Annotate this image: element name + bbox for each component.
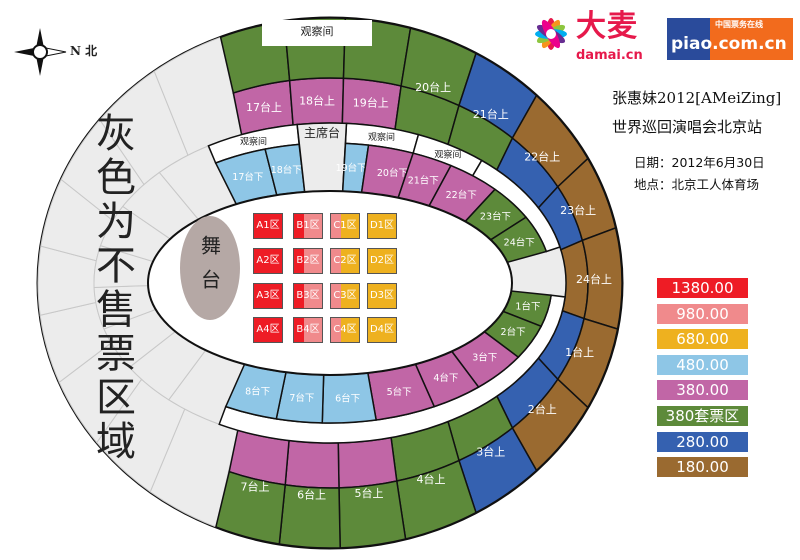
observation-room-label: 观察间 (434, 148, 461, 160)
section-label: 1台上 (565, 345, 594, 359)
section-label: 22台下 (446, 189, 477, 201)
section-label: 23台下 (480, 211, 511, 223)
section-5台上-inner[interactable] (337, 436, 398, 489)
observation-room-label: 观察间 (240, 136, 267, 148)
compass-icon (14, 28, 67, 76)
section-6台上-inner[interactable] (284, 439, 340, 489)
price-legend-item: 1380.00 (657, 278, 748, 298)
event-title-line2: 世界巡回演唱会北京站 (612, 118, 763, 136)
price-legend-item: 680.00 (657, 329, 748, 350)
floor-block-B4区[interactable]: B4区 (293, 317, 323, 343)
section-label: 5台下 (387, 386, 412, 398)
floor-block-B2区[interactable]: B2区 (293, 248, 323, 274)
price-legend-item: 380套票区 (657, 405, 748, 426)
floor-block-A3区[interactable]: A3区 (253, 283, 283, 309)
floor-block-B1区[interactable]: B1区 (293, 213, 323, 239)
section-label: 21台上 (473, 107, 509, 121)
floor-block-C2区[interactable]: C2区 (330, 248, 360, 274)
price-legend-item: 980.00 (657, 303, 748, 324)
section-label: 5台上 (355, 486, 384, 500)
floor-block-D1区[interactable]: D1区 (367, 213, 397, 239)
floor-block-C3区[interactable]: C3区 (330, 283, 360, 309)
floor-block-C1区[interactable]: C1区 (330, 213, 360, 239)
section-label: 主席台 (304, 125, 340, 140)
stage (180, 216, 240, 320)
section-label: 18台上 (299, 93, 335, 107)
floor-block-A1区[interactable]: A1区 (253, 213, 283, 239)
price-legend-item: 180.00 (657, 457, 748, 478)
compass-label: N 北 (70, 44, 98, 58)
floor-block-B3区[interactable]: B3区 (293, 283, 323, 309)
section-label: 6台下 (335, 393, 360, 405)
section-label: 22台上 (524, 149, 560, 163)
unsold-area-notice: 灰色为不售票区域 (89, 112, 135, 464)
top-observation-room: 观察间 (262, 20, 372, 46)
section-label: 23台上 (560, 203, 596, 217)
section-label: 24台上 (576, 272, 612, 286)
section-label: 1台下 (515, 300, 540, 312)
price-legend: 1380.00 980.00 680.00 480.00 380.00 380套票区 280… (657, 278, 748, 483)
event-title: 张惠妹2012[AMeiZing] 世界巡回演唱会北京站 (612, 84, 781, 142)
section-label: 19台下 (336, 162, 367, 174)
price-legend-item: 280.00 (657, 431, 748, 452)
price-legend-item: 380.00 (657, 380, 748, 401)
piao-logo[interactable]: 中国票务在线 piao.com.cn (667, 18, 793, 60)
section-label: 6台上 (297, 488, 326, 502)
section-label: 20台上 (415, 80, 451, 94)
section-label: 3台下 (472, 352, 497, 364)
section-label: 2台下 (501, 326, 526, 338)
section-label: 24台下 (504, 237, 535, 249)
floor-block-A2区[interactable]: A2区 (253, 248, 283, 274)
floor-block-D4区[interactable]: D4区 (367, 317, 397, 343)
section-label: 4台上 (417, 472, 446, 486)
event-title-line1: 张惠妹2012[AMeiZing] (612, 89, 782, 107)
piao-logo-text: piao.com.cn (671, 34, 787, 54)
section-7台上-outer[interactable] (215, 470, 287, 545)
damai-logo-url: damai.cn (576, 48, 643, 63)
section-label: 17台下 (232, 171, 263, 183)
section-label: 21台下 (408, 174, 439, 186)
event-date: 日期：2012年6月30日 (634, 155, 765, 170)
section-label: 7台上 (241, 479, 270, 493)
price-legend-item: 480.00 (657, 354, 748, 375)
floor-block-D2区[interactable]: D2区 (367, 248, 397, 274)
section-label: 4台下 (433, 372, 458, 384)
section-label: 8台下 (245, 385, 270, 397)
section-label: 2台上 (528, 402, 557, 416)
damai-logo-text: 大麦 (576, 9, 638, 44)
section-label: 19台上 (353, 96, 389, 110)
piao-logo-bg (710, 18, 793, 60)
damai-flower-icon (535, 18, 567, 50)
event-venue: 地点：北京工人体育场 (634, 177, 760, 192)
section-label: 3台上 (476, 444, 505, 458)
floor-block-C4区[interactable]: C4区 (330, 317, 360, 343)
section-label: 17台上 (246, 100, 282, 114)
section-label: 7台下 (289, 392, 314, 404)
piao-logo-tagline: 中国票务在线 (715, 20, 763, 29)
stage-label: 舞台 (197, 235, 222, 303)
section-label: 18台下 (271, 164, 302, 176)
damai-logo[interactable]: 大麦 damai.cn (528, 10, 653, 68)
observation-room-label: 观察间 (368, 131, 395, 143)
event-info: 日期：2012年6月30日 地点：北京工人体育场 (634, 152, 765, 196)
section-label: 20台下 (377, 167, 408, 179)
floor-block-A4区[interactable]: A4区 (253, 317, 283, 343)
floor-block-D3区[interactable]: D3区 (367, 283, 397, 309)
